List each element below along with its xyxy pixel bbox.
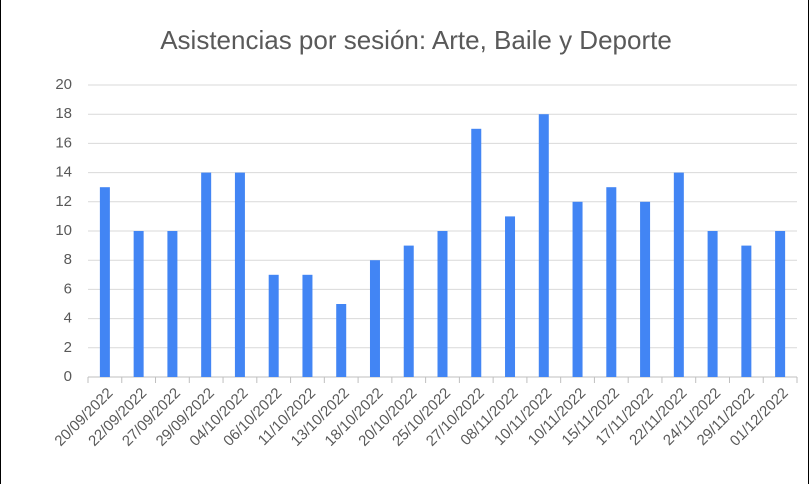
bar — [640, 201, 651, 377]
bar — [471, 128, 482, 377]
bar — [336, 304, 347, 377]
y-tick-label: 4 — [64, 310, 72, 327]
y-tick-label: 20 — [55, 76, 72, 93]
bar — [505, 216, 516, 377]
bar — [234, 172, 245, 377]
chart-title: Asistencias por sesión: Arte, Baile y De… — [160, 25, 672, 55]
y-tick-label: 6 — [64, 280, 72, 297]
y-tick-label: 18 — [55, 105, 72, 122]
bar — [775, 231, 786, 377]
bar — [606, 187, 617, 377]
y-tick-label: 2 — [64, 339, 72, 356]
bar — [268, 274, 279, 377]
bar — [572, 201, 583, 377]
y-tick-label: 16 — [55, 134, 72, 151]
bar — [201, 172, 212, 377]
y-tick-label: 0 — [64, 368, 72, 385]
bar — [133, 231, 144, 377]
y-tick-label: 14 — [55, 164, 72, 181]
y-tick-label: 8 — [64, 251, 72, 268]
bar — [369, 260, 380, 377]
bar — [99, 187, 110, 377]
bar — [403, 245, 414, 377]
y-tick-label: 12 — [55, 193, 72, 210]
bar — [707, 231, 718, 377]
y-tick-label: 10 — [55, 222, 72, 239]
bar — [741, 245, 752, 377]
bar — [538, 114, 549, 377]
bar — [167, 231, 178, 377]
bar — [302, 274, 313, 377]
bar — [673, 172, 684, 377]
bar — [437, 231, 448, 377]
